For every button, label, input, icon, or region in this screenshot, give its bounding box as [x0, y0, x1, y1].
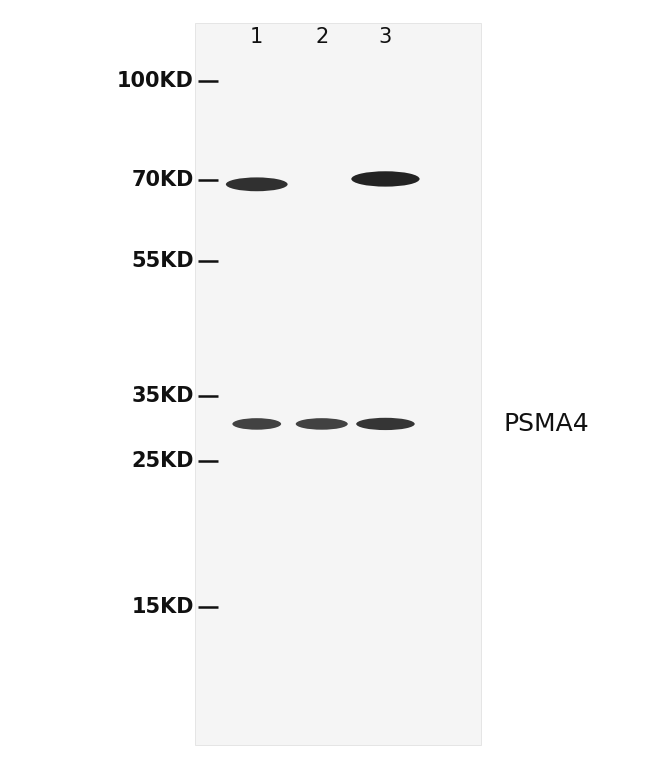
- Ellipse shape: [233, 419, 281, 430]
- Text: 1: 1: [250, 27, 263, 47]
- Ellipse shape: [226, 177, 287, 191]
- Text: PSMA4: PSMA4: [504, 412, 590, 436]
- Text: 100KD: 100KD: [117, 71, 194, 91]
- FancyBboxPatch shape: [195, 23, 481, 745]
- Ellipse shape: [356, 418, 415, 430]
- Ellipse shape: [296, 419, 348, 430]
- Text: 35KD: 35KD: [131, 386, 194, 406]
- Text: 25KD: 25KD: [131, 451, 194, 471]
- Text: 55KD: 55KD: [131, 251, 194, 271]
- Text: 70KD: 70KD: [131, 170, 194, 190]
- Text: 2: 2: [315, 27, 328, 47]
- Text: 15KD: 15KD: [131, 597, 194, 617]
- Text: 3: 3: [379, 27, 392, 47]
- Ellipse shape: [351, 171, 420, 187]
